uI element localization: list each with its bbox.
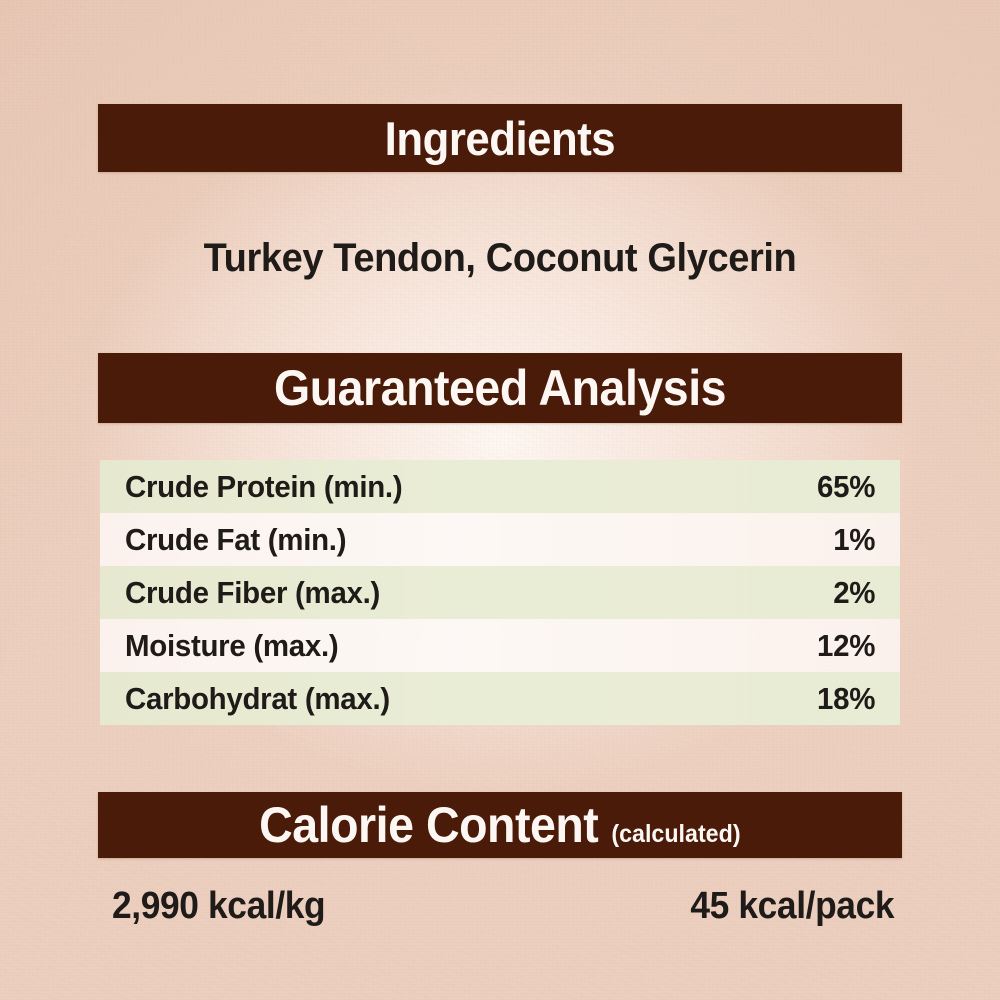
table-row: Crude Fiber (max.) 2% bbox=[100, 566, 900, 619]
nutrient-name: Crude Fiber (max.) bbox=[125, 574, 381, 610]
table-row: Crude Protein (min.) 65% bbox=[100, 460, 900, 513]
table-row: Moisture (max.) 12% bbox=[100, 619, 900, 672]
nutrient-name: Carbohydrat (max.) bbox=[125, 680, 390, 716]
guaranteed-analysis-heading: Guaranteed Analysis bbox=[273, 360, 727, 416]
table-row: Crude Fat (min.) 1% bbox=[100, 513, 900, 566]
calorie-calculated-note: (calculated) bbox=[611, 820, 741, 848]
ingredients-heading: Ingredients bbox=[384, 111, 616, 165]
ingredients-list-text: Turkey Tendon, Coconut Glycerin bbox=[203, 236, 797, 280]
nutrient-value: 65% bbox=[816, 468, 875, 504]
nutrient-value: 1% bbox=[832, 521, 875, 557]
guaranteed-analysis-table: Crude Protein (min.) 65% Crude Fat (min.… bbox=[100, 460, 900, 725]
calorie-content-header-bar: Calorie Content (calculated) bbox=[98, 792, 902, 858]
nutrient-value: 18% bbox=[816, 680, 875, 716]
table-row: Carbohydrat (max.) 18% bbox=[100, 672, 900, 725]
nutrient-value: 2% bbox=[832, 574, 875, 610]
calorie-content-heading: Calorie Content bbox=[259, 797, 599, 853]
calorie-values-row: 2,990 kcal/kg 45 kcal/pack bbox=[112, 885, 894, 928]
nutrient-name: Crude Fat (min.) bbox=[125, 521, 347, 557]
nutrient-name: Crude Protein (min.) bbox=[125, 468, 403, 504]
calorie-per-kg-value: 2,990 kcal/kg bbox=[112, 885, 326, 927]
calorie-heading-group: Calorie Content (calculated) bbox=[259, 800, 740, 850]
calorie-per-pack-value: 45 kcal/pack bbox=[690, 885, 894, 927]
nutrient-name: Moisture (max.) bbox=[125, 627, 339, 663]
nutrient-value: 12% bbox=[816, 627, 875, 663]
guaranteed-analysis-header-bar: Guaranteed Analysis bbox=[98, 353, 902, 423]
ingredients-header-bar: Ingredients bbox=[98, 104, 902, 172]
